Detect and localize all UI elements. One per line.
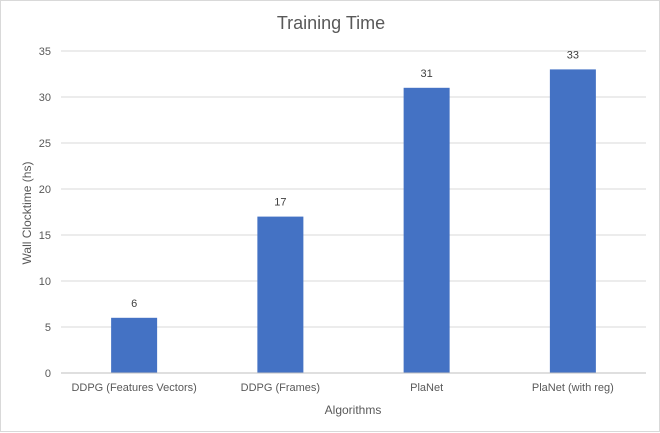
data-label: 17 [274, 197, 286, 209]
y-tick-label: 15 [39, 230, 51, 242]
y-tick-label: 25 [39, 138, 51, 150]
data-label: 6 [131, 298, 137, 310]
bars [111, 69, 596, 374]
y-tick-label: 30 [39, 92, 51, 104]
data-label: 31 [421, 68, 433, 80]
x-tick-label: PlaNet (with reg) [532, 382, 614, 394]
y-axis-label: Wall Clocktime (hs) [20, 162, 34, 265]
y-tick-label: 0 [45, 368, 51, 380]
y-tick-label: 10 [39, 276, 51, 288]
data-label: 33 [567, 49, 579, 61]
x-tick-label: PlaNet [410, 382, 443, 394]
data-labels: 6 17 31 33 [131, 49, 579, 309]
x-axis-label: Algorithms [325, 403, 382, 417]
bar [403, 87, 450, 374]
y-tick-label: 5 [45, 322, 51, 334]
bar [549, 69, 596, 374]
y-tick-label: 20 [39, 184, 51, 196]
bar [111, 317, 158, 373]
chart-title: Training Time [277, 13, 385, 33]
gridlines [61, 50, 646, 328]
y-tick-label: 35 [39, 46, 51, 58]
x-tick-label: DDPG (Frames) [241, 382, 320, 394]
y-axis-ticks: 0 5 10 15 20 25 30 35 [39, 46, 51, 380]
bar [257, 216, 304, 373]
x-tick-label: DDPG (Features Vectors) [71, 382, 196, 394]
x-axis-ticks: DDPG (Features Vectors) DDPG (Frames) PlaN… [71, 382, 613, 394]
